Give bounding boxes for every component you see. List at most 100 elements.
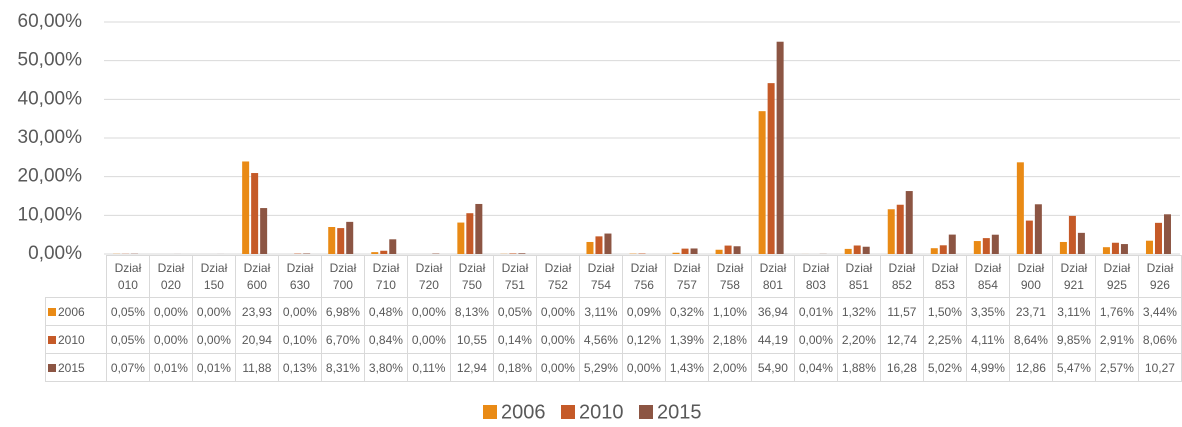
value-label: 4,11% bbox=[965, 325, 1010, 354]
table-row: 2006 0,05% 0,00% 0,00% 23,93 0,00% 6,98% 0,48% 0… bbox=[45, 297, 1182, 326]
bar bbox=[1034, 204, 1042, 254]
legend-swatch bbox=[639, 405, 653, 419]
y-tick-label: 40,00% bbox=[18, 88, 83, 109]
x-tick-label: Dział 751 bbox=[492, 255, 537, 298]
legend: 2006 2010 2015 bbox=[483, 401, 702, 423]
value-label: 2,91% bbox=[1094, 325, 1139, 354]
bar bbox=[303, 253, 311, 254]
value-label: 54,90 bbox=[750, 353, 795, 382]
value-label: 0,14% bbox=[492, 325, 537, 354]
value-label: 0,00% bbox=[535, 297, 580, 326]
value-label: 4,56% bbox=[578, 325, 623, 354]
bar bbox=[1145, 240, 1153, 254]
value-label: 3,44% bbox=[1137, 297, 1182, 326]
x-tick-label: Dział 150 bbox=[191, 255, 236, 298]
bar bbox=[1154, 222, 1162, 254]
value-label: 0,00% bbox=[406, 325, 451, 354]
bar bbox=[466, 213, 474, 254]
value-label: 44,19 bbox=[750, 325, 795, 354]
bar bbox=[328, 227, 336, 254]
x-tick-label: Dział 630 bbox=[277, 255, 322, 298]
series-name: 2006 bbox=[58, 304, 85, 319]
value-label: 0,05% bbox=[105, 297, 150, 326]
x-tick-label: Dział 925 bbox=[1094, 255, 1139, 298]
value-label: 10,55 bbox=[449, 325, 494, 354]
bar bbox=[346, 221, 354, 254]
value-label: 36,94 bbox=[750, 297, 795, 326]
value-label: 1,88% bbox=[836, 353, 881, 382]
value-label: 0,13% bbox=[277, 353, 322, 382]
x-tick-label: Dział 752 bbox=[535, 255, 580, 298]
value-label: 1,39% bbox=[664, 325, 709, 354]
value-label: 16,28 bbox=[879, 353, 924, 382]
bar bbox=[973, 241, 981, 254]
bar bbox=[767, 83, 775, 254]
value-label: 8,06% bbox=[1137, 325, 1182, 354]
x-tick-label: Dział 926 bbox=[1137, 255, 1182, 298]
value-label: 0,18% bbox=[492, 353, 537, 382]
bar bbox=[389, 239, 397, 254]
bar bbox=[905, 191, 913, 254]
bar bbox=[733, 246, 741, 254]
legend-swatch bbox=[561, 405, 575, 419]
bar bbox=[724, 245, 732, 254]
x-tick-label: Dział 720 bbox=[406, 255, 451, 298]
value-label: 3,11% bbox=[1051, 297, 1096, 326]
x-tick-label: Dział 710 bbox=[363, 255, 408, 298]
bar bbox=[509, 253, 517, 254]
value-label: 1,76% bbox=[1094, 297, 1139, 326]
bar bbox=[586, 241, 594, 254]
value-label: 0,12% bbox=[621, 325, 666, 354]
x-tick-label: Dział 700 bbox=[320, 255, 365, 298]
value-label: 5,02% bbox=[922, 353, 967, 382]
bar bbox=[518, 253, 526, 254]
value-label: 0,00% bbox=[191, 297, 236, 326]
bar bbox=[251, 173, 259, 254]
value-label: 10,27 bbox=[1137, 353, 1182, 382]
bar bbox=[939, 245, 947, 254]
bar bbox=[887, 209, 895, 254]
x-tick-label: Dział 020 bbox=[148, 255, 193, 298]
bar bbox=[242, 161, 250, 254]
legend-label: 2015 bbox=[657, 401, 702, 423]
value-label: 3,80% bbox=[363, 353, 408, 382]
value-label: 0,04% bbox=[793, 353, 838, 382]
value-label: 4,99% bbox=[965, 353, 1010, 382]
series-name: 2010 bbox=[58, 332, 85, 347]
x-tick-label: Dział 758 bbox=[707, 255, 752, 298]
bar bbox=[1068, 215, 1076, 254]
x-tick-label: Dział 801 bbox=[750, 255, 795, 298]
bar bbox=[371, 252, 379, 254]
bar bbox=[715, 249, 723, 254]
value-label: 20,94 bbox=[234, 325, 279, 354]
bar bbox=[457, 222, 465, 254]
bar bbox=[1025, 220, 1033, 254]
bar bbox=[982, 238, 990, 254]
y-tick-label: 10,00% bbox=[18, 204, 83, 225]
value-label: 0,00% bbox=[535, 353, 580, 382]
value-label: 8,13% bbox=[449, 297, 494, 326]
table-series-cell: 2006 bbox=[45, 297, 107, 326]
value-label: 2,18% bbox=[707, 325, 752, 354]
bar bbox=[1120, 244, 1128, 254]
value-label: 11,88 bbox=[234, 353, 279, 382]
value-label: 8,64% bbox=[1008, 325, 1053, 354]
bar bbox=[1163, 214, 1171, 254]
value-label: 0,11% bbox=[406, 353, 451, 382]
legend-label: 2010 bbox=[579, 401, 624, 423]
data-table: Dział 010 Dział 020 Dział 150 Dział 600 Dzia… bbox=[45, 255, 1182, 382]
value-label: 5,29% bbox=[578, 353, 623, 382]
value-label: 1,10% bbox=[707, 297, 752, 326]
x-tick-label: Dział 921 bbox=[1051, 255, 1096, 298]
bar bbox=[595, 236, 603, 254]
value-label: 2,00% bbox=[707, 353, 752, 382]
value-label: 12,74 bbox=[879, 325, 924, 354]
value-label: 0,10% bbox=[277, 325, 322, 354]
x-tick-label: Dział 852 bbox=[879, 255, 924, 298]
bar bbox=[991, 234, 999, 254]
value-label: 11,57 bbox=[879, 297, 924, 326]
table-series-cell: 2010 bbox=[45, 325, 107, 354]
legend-key bbox=[48, 363, 56, 372]
